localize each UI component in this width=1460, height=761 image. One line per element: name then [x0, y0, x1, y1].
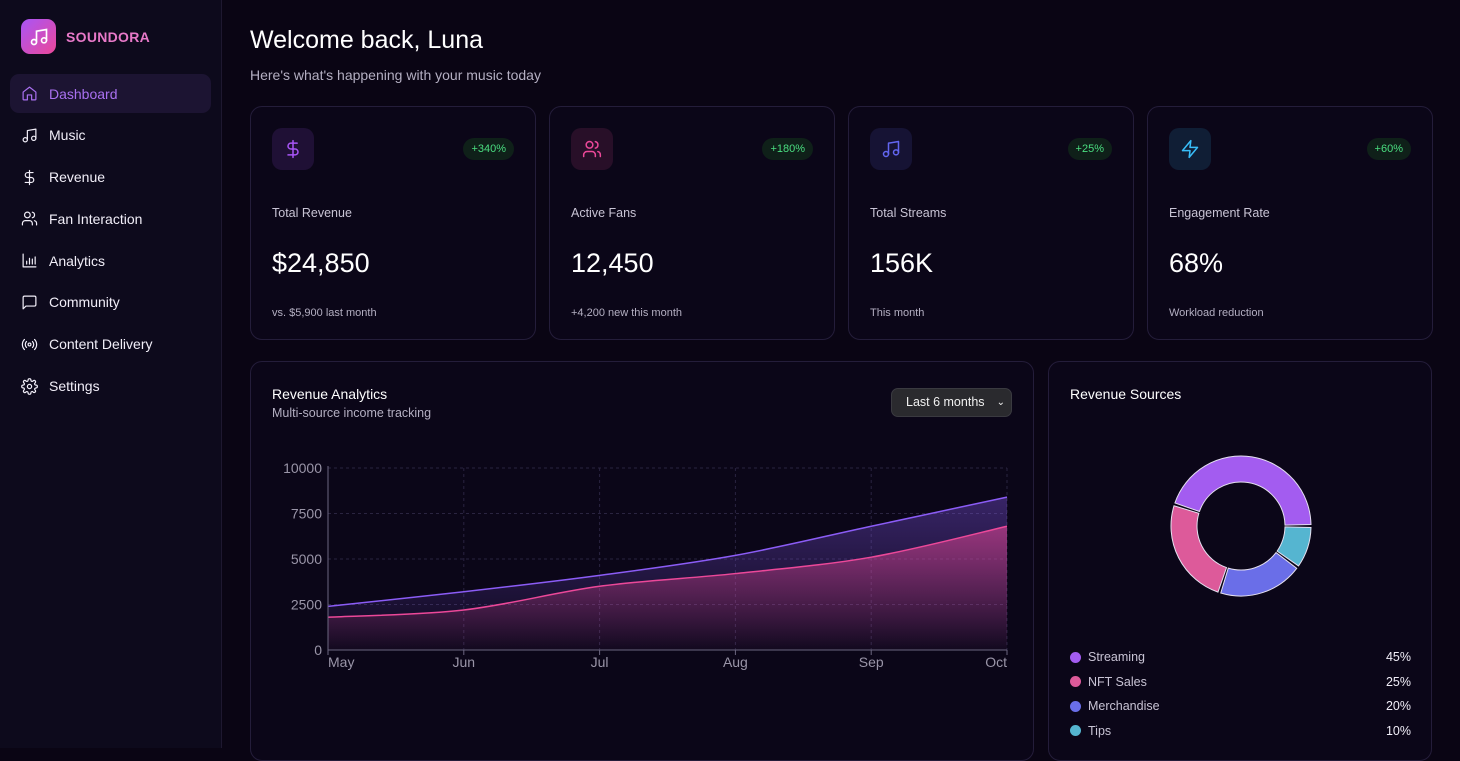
users-icon: [571, 128, 613, 170]
zap-icon: [1169, 128, 1211, 170]
sidebar-item-label: Fan Interaction: [49, 210, 143, 227]
dollar-icon: [272, 128, 314, 170]
stat-label: Total Streams: [870, 206, 947, 220]
sidebar: SOUNDORA Dashboard Music Revenue Fan Intera…: [0, 0, 222, 748]
y-tick-label: 2500: [291, 597, 322, 613]
sidebar-item-revenue[interactable]: Revenue: [10, 158, 211, 197]
x-tick-label: May: [328, 654, 354, 670]
legend-item: Streaming 45%: [1070, 645, 1411, 670]
stat-card-total-streams: +25% Total Streams 156K This month: [848, 106, 1134, 340]
sidebar-item-dashboard[interactable]: Dashboard: [10, 74, 211, 113]
page-title: Welcome back, Luna: [250, 26, 483, 54]
home-icon: [22, 86, 37, 101]
stat-label: Engagement Rate: [1169, 206, 1270, 220]
sidebar-item-label: Community: [49, 294, 120, 311]
area-fill-series-2: [328, 526, 1007, 650]
legend-dot: [1070, 676, 1081, 688]
stat-value: 68%: [1169, 248, 1224, 278]
revenue-title: Revenue Analytics: [272, 386, 388, 402]
area-line-series-1: [327, 496, 1008, 608]
donut-slice-tips[interactable]: [1276, 526, 1312, 567]
y-tick-label: 5000: [291, 551, 322, 567]
change-badge: +25%: [1067, 138, 1112, 160]
revenue-donut-chart: [1170, 455, 1312, 597]
music-icon: [22, 128, 37, 143]
revenue-area-chart: 0 2500 5000 7500 10000 May Jun Jul Aug Sep Oct: [283, 460, 1008, 670]
sidebar-item-label: Content Delivery: [49, 336, 153, 353]
legend-item: NFT Sales 25%: [1070, 670, 1411, 695]
legend-label: Merchandise: [1088, 699, 1160, 714]
y-tick-label: 10000: [283, 460, 322, 476]
legend-dot: [1070, 700, 1081, 712]
sidebar-item-settings[interactable]: Settings: [10, 367, 211, 406]
change-badge: +340%: [463, 138, 514, 160]
page-subtitle: Here's what's happening with your music …: [250, 67, 541, 83]
x-tick-label: Jul: [591, 654, 609, 670]
donut-slice-merchandise[interactable]: [1220, 551, 1298, 597]
sidebar-item-analytics[interactable]: Analytics: [10, 241, 211, 280]
legend-label: NFT Sales: [1088, 674, 1147, 689]
sources-title: Revenue Sources: [1070, 386, 1182, 402]
stat-subtext: Workload reduction: [1169, 307, 1264, 319]
change-badge: +60%: [1366, 138, 1411, 160]
music-icon: [870, 128, 912, 170]
x-tick-label: Oct: [985, 654, 1007, 670]
stat-subtext: This month: [870, 307, 925, 319]
legend-percent: 45%: [1385, 650, 1411, 665]
legend-item: Merchandise 20%: [1070, 694, 1411, 719]
sidebar-item-music[interactable]: Music: [10, 116, 211, 155]
y-tick-label: 0: [314, 642, 322, 658]
stat-subtext: +4,200 new this month: [571, 307, 682, 319]
sidebar-item-fan-interaction[interactable]: Fan Interaction: [10, 199, 211, 238]
brand-name: SOUNDORA: [66, 29, 151, 45]
stat-card-total-revenue: +340% Total Revenue $24,850 vs. $5,900 l…: [250, 106, 536, 340]
change-badge: +180%: [762, 138, 813, 160]
legend-dot: [1070, 725, 1081, 737]
donut-slice-streaming[interactable]: [1174, 455, 1312, 526]
stat-value: $24,850: [272, 248, 370, 278]
range-select[interactable]: Last 6 months ⌄: [891, 388, 1012, 417]
sidebar-item-label: Analytics: [49, 252, 106, 269]
x-tick-label: Sep: [859, 654, 884, 670]
bar-chart-icon: [22, 253, 37, 268]
range-select-value: Last 6 months: [906, 395, 985, 409]
x-tick-label: Jun: [453, 654, 476, 670]
legend-item: Tips 10%: [1070, 719, 1411, 744]
sidebar-item-content-delivery[interactable]: Content Delivery: [10, 325, 211, 364]
sidebar-item-label: Settings: [49, 378, 100, 395]
sidebar-item-label: Music: [49, 127, 86, 144]
stat-label: Active Fans: [571, 206, 637, 220]
sidebar-nav: Dashboard Music Revenue Fan Interaction Anal…: [10, 74, 211, 408]
gear-icon: [21, 377, 38, 395]
stat-label: Total Revenue: [272, 206, 352, 220]
donut-slice-nft-sales[interactable]: [1170, 505, 1228, 593]
message-icon: [22, 295, 37, 310]
sidebar-item-community[interactable]: Community: [10, 283, 211, 322]
legend-label: Streaming: [1088, 650, 1145, 665]
legend-percent: 10%: [1385, 723, 1411, 738]
stat-value: 12,450: [571, 248, 654, 278]
legend-percent: 20%: [1385, 699, 1411, 714]
legend-percent: 25%: [1385, 674, 1411, 689]
stat-card-active-fans: +180% Active Fans 12,450 +4,200 new this…: [549, 106, 835, 340]
music-note-icon: [21, 19, 56, 54]
sidebar-item-label: Revenue: [49, 169, 106, 186]
dollar-icon: [24, 169, 35, 185]
revenue-subtitle: Multi-source income tracking: [272, 406, 432, 420]
stat-card-engagement-rate: +60% Engagement Rate 68% Workload reduct…: [1147, 106, 1433, 340]
legend-label: Tips: [1088, 723, 1112, 738]
x-tick-label: Aug: [723, 654, 748, 670]
users-icon: [21, 211, 38, 226]
sources-legend: Streaming 45% NFT Sales 25% Merchandise 20% Ti…: [1070, 645, 1411, 743]
stat-value: 156K: [870, 248, 934, 278]
sidebar-item-label: Dashboard: [49, 85, 118, 102]
y-tick-label: 7500: [291, 506, 322, 522]
broadcast-icon: [21, 338, 38, 350]
legend-dot: [1070, 651, 1081, 663]
area-line-series-2: [327, 525, 1008, 618]
chevron-down-icon: ⌄: [996, 397, 1005, 408]
stat-subtext: vs. $5,900 last month: [272, 307, 377, 319]
revenue-sources-card: Revenue Sources Streaming 45% NFT Sales 25%…: [1048, 361, 1432, 761]
